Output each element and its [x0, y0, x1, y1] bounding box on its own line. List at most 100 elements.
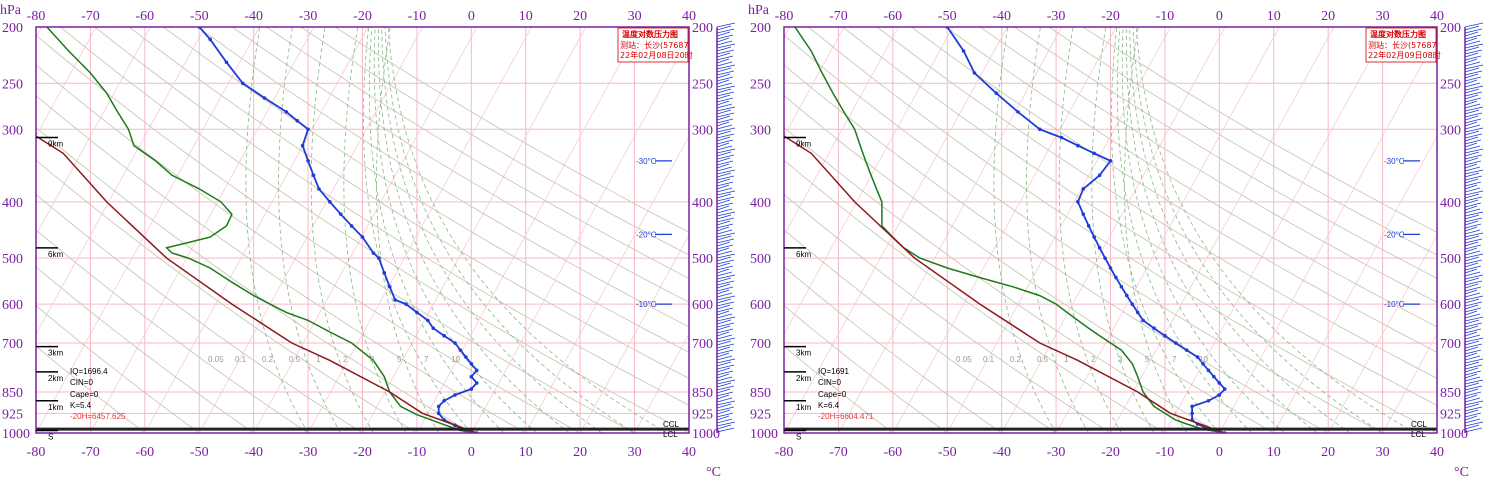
temperature-point [1037, 127, 1042, 132]
wind-barb [716, 79, 730, 85]
temperature-point [442, 333, 446, 338]
temp-tick-bottom: 10 [519, 445, 533, 460]
pressure-unit-label: hPa [0, 3, 22, 18]
dry-adiabat [784, 34, 1383, 433]
moist-adiabat [310, 27, 374, 433]
wind-barb [716, 394, 730, 400]
wind-barb [716, 292, 733, 298]
mixing-ratio-label: 0.5 [289, 355, 301, 364]
temperature-line [198, 27, 479, 433]
wind-barb [1464, 22, 1484, 28]
wind-barb [1464, 385, 1483, 391]
wind-barb [1464, 193, 1480, 199]
wind-barb [716, 172, 732, 178]
height-label: S [796, 432, 801, 441]
temp-tick-bottom: 20 [1321, 445, 1335, 460]
temperature-point [1076, 143, 1080, 148]
wind-barb [1464, 307, 1482, 313]
isotherm-line [1001, 27, 1226, 433]
wind-barb [716, 199, 731, 205]
wind-barb [1464, 187, 1481, 193]
wind-barb [1464, 157, 1479, 163]
isotherm-line [36, 27, 260, 433]
temp-tick-top: -20 [353, 9, 372, 24]
wind-barb [1464, 367, 1479, 373]
wind-barb [716, 301, 735, 307]
temp-unit-label: °C [1454, 465, 1469, 480]
temp-tick-bottom: 0 [1216, 445, 1223, 460]
pressure-tick-right: 600 [1440, 298, 1461, 313]
mixing-ratio-label: 0.1 [983, 355, 995, 364]
pressure-tick-left: 250 [2, 77, 23, 92]
temp-tick-bottom: -20 [1101, 445, 1120, 460]
wind-barb [1464, 316, 1484, 322]
wind-barb [1464, 31, 1479, 37]
wind-barb [716, 313, 733, 319]
pressure-tick-right: 300 [692, 123, 713, 138]
moist-adiabat [381, 27, 603, 433]
temperature-point [382, 271, 387, 275]
temperature-point [1016, 110, 1020, 114]
wind-barb [716, 256, 732, 262]
pressure-tick-right: 1000 [1440, 427, 1468, 442]
wind-barb [1464, 304, 1479, 310]
wind-barb [1464, 163, 1478, 169]
dry-adiabat [36, 193, 363, 433]
wind-barb [1464, 127, 1484, 133]
isotherm-line [36, 27, 97, 138]
wind-barb [716, 286, 734, 292]
temp-tick-top: -70 [829, 9, 848, 24]
wind-barb [1464, 361, 1480, 367]
plot-area: 0.05 0.1 0.2 0.5 1 2 3 5 7 10 [784, 27, 1437, 433]
pressure-tick-left: 400 [2, 196, 23, 211]
wind-barb [1464, 334, 1481, 340]
wind-barb [716, 70, 735, 76]
wind-barb [1464, 289, 1478, 295]
temperature-point [387, 284, 392, 289]
wind-barb [716, 163, 730, 169]
mixing-ratio-label: 10 [1199, 355, 1208, 364]
isotherm-line [838, 27, 1063, 433]
wind-barb [1464, 409, 1479, 415]
dry-adiabat [300, 27, 689, 256]
wind-barb [1464, 358, 1484, 364]
dry-adiabat [784, 266, 1002, 433]
temperature-point [453, 341, 457, 345]
pressure-tick-left: 850 [750, 386, 771, 401]
wind-barb [716, 103, 733, 109]
wind-barb [716, 421, 736, 427]
wind-barb [1464, 91, 1483, 97]
wind-barb [1464, 370, 1482, 376]
wind-barb [716, 400, 736, 406]
temperature-point [371, 251, 376, 255]
wind-barb [1464, 79, 1478, 85]
temperature-point [338, 212, 343, 216]
plot-frame [35, 26, 690, 434]
wind-barb [1464, 388, 1479, 394]
iso-marker-label: -10°C [636, 300, 657, 309]
iq-label: IQ=1691 [818, 367, 849, 376]
wind-barb [1464, 274, 1484, 280]
temp-tick-bottom: -40 [992, 445, 1011, 460]
wind-barb [1464, 73, 1479, 79]
temp-unit-label: °C [706, 465, 721, 480]
wind-barb [716, 406, 735, 412]
moist-adiabat [1121, 27, 1285, 433]
wind-barb [1464, 277, 1480, 283]
pressure-tick-right: 400 [692, 196, 713, 211]
wind-barb [716, 37, 730, 43]
dry-adiabat [784, 95, 1275, 433]
pressure-tick-right: 500 [1440, 252, 1461, 267]
wind-barb [1464, 337, 1484, 343]
parcel-line [784, 135, 1226, 433]
ccl-label: CCL [663, 420, 680, 429]
wind-barb [716, 412, 734, 418]
temp-tick-bottom: 10 [1267, 445, 1281, 460]
temperature-point [317, 187, 321, 191]
pressure-tick-right: 400 [1440, 196, 1461, 211]
temperature-point [1184, 348, 1189, 352]
temperature-point [311, 173, 316, 178]
temp-tick-top: 20 [573, 9, 587, 24]
wind-barb [1464, 262, 1479, 268]
wind-barb [716, 358, 736, 364]
